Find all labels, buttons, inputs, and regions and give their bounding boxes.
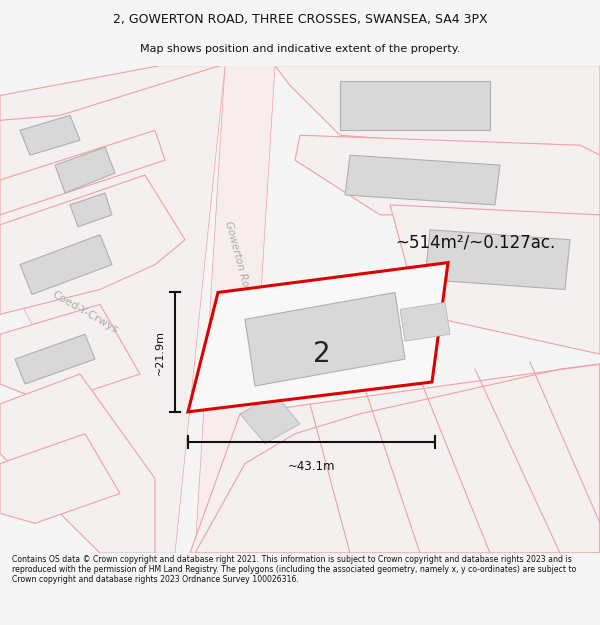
Polygon shape [390,205,600,354]
Text: ~514m²/~0.127ac.: ~514m²/~0.127ac. [395,234,555,252]
Polygon shape [190,364,600,553]
Polygon shape [340,81,490,130]
Text: Map shows position and indicative extent of the property.: Map shows position and indicative extent… [140,44,460,54]
Polygon shape [345,155,500,205]
Polygon shape [425,230,570,289]
Polygon shape [70,193,112,227]
Polygon shape [55,148,115,193]
Polygon shape [0,66,220,121]
Polygon shape [0,175,185,314]
Polygon shape [295,135,600,215]
Polygon shape [20,116,80,155]
Polygon shape [0,66,225,553]
Text: ~43.1m: ~43.1m [288,459,335,472]
Text: 2, GOWERTON ROAD, THREE CROSSES, SWANSEA, SA4 3PX: 2, GOWERTON ROAD, THREE CROSSES, SWANSEA… [113,13,487,26]
Text: ~21.9m: ~21.9m [155,329,165,374]
Polygon shape [0,130,165,215]
Polygon shape [275,66,600,155]
Polygon shape [400,302,450,341]
Polygon shape [0,374,155,553]
Polygon shape [195,66,275,553]
Polygon shape [0,304,140,404]
Text: Coed-Y-Crwys: Coed-Y-Crwys [50,289,120,335]
Polygon shape [188,262,448,412]
Polygon shape [240,394,300,444]
Polygon shape [20,235,112,294]
Text: 2: 2 [313,340,331,368]
Text: Gowerton Road: Gowerton Road [223,219,253,300]
Text: Contains OS data © Crown copyright and database right 2021. This information is : Contains OS data © Crown copyright and d… [12,554,576,584]
Polygon shape [245,292,405,386]
Polygon shape [15,334,95,384]
Polygon shape [0,434,120,523]
